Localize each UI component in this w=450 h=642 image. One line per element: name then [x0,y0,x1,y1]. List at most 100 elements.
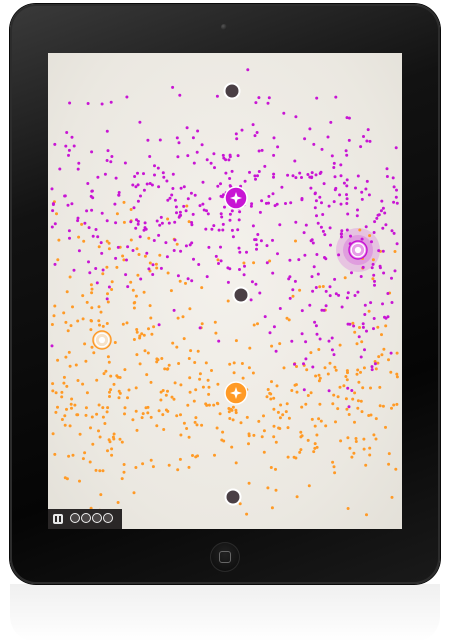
orange-particle [381,404,385,408]
neutral-node-center[interactable] [232,286,250,304]
magenta-particle [245,250,248,254]
magenta-particle [215,94,219,98]
magenta-particle [236,154,240,158]
game-screen[interactable] [48,53,402,529]
magenta-particle [86,102,90,105]
orange-particle [189,349,193,353]
magenta-particle [113,202,117,206]
orange-particle [115,374,119,378]
pause-button[interactable] [53,514,63,524]
magenta-particle [139,194,142,198]
magenta-particle [373,220,377,224]
orange-particle [252,433,256,437]
magenta-particle [337,253,341,257]
magenta-particle [224,171,228,175]
orange-particle [101,272,105,276]
magenta-particle [173,198,177,202]
magenta-particle [96,235,100,239]
magenta-particle [318,195,322,199]
orange-particle [89,506,93,510]
orange-particle [51,389,55,393]
magenta-particle [132,206,136,210]
orange-particle [147,236,151,240]
orange-particle [321,285,325,288]
orange-particle [97,403,101,407]
magenta-particle [381,249,385,253]
orange-particle [81,382,85,386]
orange-particle [221,430,225,434]
orange-particle [304,402,308,406]
target-icon [350,242,366,258]
magenta-particle [377,249,381,253]
orange-particle [122,200,126,204]
magenta-particle [117,191,121,194]
magenta-particle [368,139,372,143]
neutral-node-bottom[interactable] [224,488,242,506]
orange-particle [138,362,142,366]
magenta-particle [365,139,369,143]
orange-particle [331,460,335,464]
orange-particle [52,314,56,318]
orange-particle [70,406,73,410]
magenta-particle [105,159,109,162]
orange-particle [185,204,189,208]
magenta-particle [159,266,163,270]
magenta-particle [304,340,308,344]
orange-particle [80,222,84,226]
magenta-particle [173,220,177,224]
orange-particle [231,405,235,409]
magenta-particle [291,174,295,178]
orange-particle [345,407,349,411]
orange-particle [393,250,397,253]
orange-particle [362,447,366,451]
magenta-particle [68,236,71,240]
neutral-node-top[interactable] [223,82,241,100]
orange-particle [141,412,145,416]
magenta-particle [105,219,109,223]
orange-particle [91,442,95,446]
orange-particle [317,373,321,377]
magenta-particle [90,150,94,154]
orange-particle [369,413,373,417]
orange-particle [155,360,159,364]
magenta-particle [300,309,304,313]
magenta-particle [363,348,366,352]
orange-particle [175,345,179,349]
magenta-particle [373,362,377,366]
orange-particle [188,376,192,380]
magenta-particle [198,326,202,330]
orange-particle [152,325,156,329]
orange-particle [234,408,238,412]
orange-particle [135,428,139,432]
orange-particle [218,412,222,416]
magenta-particle [226,266,230,270]
magenta-particle [236,228,240,232]
orange-particle [389,370,393,374]
magenta-particle [350,271,353,275]
magenta-particle [133,175,137,178]
magenta-particle [126,245,130,249]
orange-particle [105,322,109,325]
orange-particle [295,365,298,368]
magenta-particle [51,202,55,206]
magenta-particle [124,273,128,277]
magenta-particle [385,175,389,178]
magenta-particle [312,265,316,269]
magenta-particle [340,229,344,233]
sparkle-icon [229,191,243,205]
magenta-particle [381,226,385,230]
magenta-particle [361,265,365,269]
magenta-particle [172,249,176,252]
magenta-particle [282,111,286,115]
magenta-particle [123,161,127,165]
magenta-particle [309,239,313,243]
target-center [98,336,106,344]
magenta-particle [342,181,346,185]
magenta-particle [332,161,336,165]
home-button[interactable] [210,542,240,572]
magenta-particle [176,274,180,278]
orange-particle [149,415,153,419]
orange-particle [134,466,138,469]
game-field[interactable] [48,53,402,529]
magenta-particle [360,237,364,241]
